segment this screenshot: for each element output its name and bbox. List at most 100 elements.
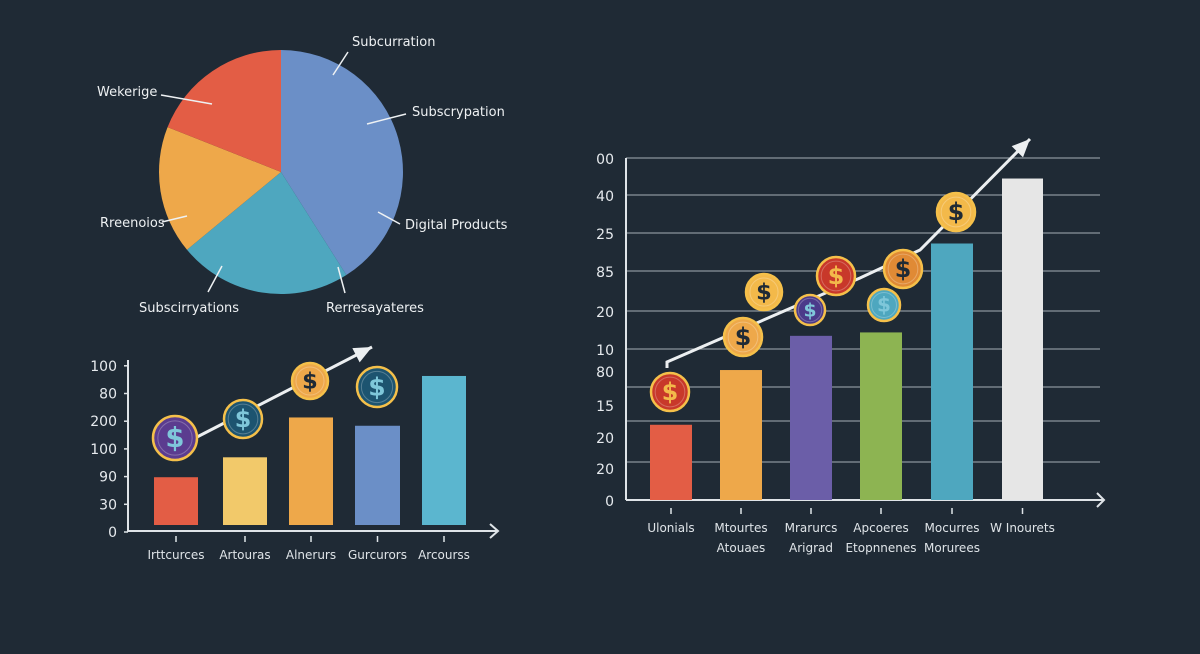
bar-right-3 [860,332,902,500]
callout-line-0 [332,51,349,76]
coin-rim [157,420,193,456]
x-label-left-4: Arcourss [418,548,470,562]
coin-rim [940,196,972,228]
coin-body [744,272,784,312]
pie-label-0: Subcurration [352,35,435,50]
x-label-left-0: Irttcurces [148,548,205,562]
x-label-right-2-0: Mrarurcs [785,521,838,535]
dollar-icon: $ [662,378,679,406]
dollar-icon: $ [735,323,752,351]
coin-body [151,414,199,462]
x-label-right-4-1: Morurees [924,541,980,555]
y-tick-right-10: 00 [596,152,614,168]
bar-right-5 [1002,178,1043,500]
coin-body [815,255,857,297]
x-label-left-3: Gurcurors [348,548,407,562]
pie-label-2: Digital Products [405,218,508,233]
pie-label-4: Subscirryations [139,301,239,316]
y-tick-right-9: 40 [596,189,614,205]
coin-rim [749,277,779,307]
x-label-right-3-1: Etopnnenes [845,541,916,555]
coin-body [222,398,264,440]
dollar-icon: $ [828,262,845,290]
pie-slice-2 [159,127,281,250]
trend-line [196,345,373,439]
pie-slice-3 [167,50,281,172]
callout-line-2 [377,211,401,225]
bar-right-2 [790,335,832,500]
y-tick-left-1: 30 [99,497,117,513]
callout-line-5 [161,215,188,223]
y-tick-left-0: 0 [108,525,117,541]
bar-left-2 [289,417,333,525]
trend-arrow-left [196,345,373,439]
x-label-left-2: Alnerurs [286,548,336,562]
dollar-icon: $ [165,422,184,454]
trend-line [665,137,1032,368]
coin-right-6: $ [882,248,924,290]
x-label-right-4-0: Mocurres [925,521,980,535]
coin-right-5: $ [866,287,902,323]
coin-right-7: $ [935,191,977,233]
coin-rim [871,292,897,318]
y-tick-left-6: 100 [90,359,117,375]
coin-body [866,287,902,323]
pie-label-3: Rerresayateres [326,301,424,316]
y-tick-right-0: 0 [605,494,614,510]
callout-line-6 [160,94,213,105]
coin-rim [820,260,852,292]
y-tick-right-5: 10 [596,343,614,359]
coin-body [722,316,764,358]
pie-slice-1 [186,172,347,294]
pie-label-6: Wekerige [97,85,157,100]
y-tick-right-6: 20 [596,305,614,321]
coin-body [935,191,977,233]
dollar-icon: $ [368,372,385,401]
coin-left-2: $ [290,361,330,401]
y-tick-right-7: 85 [596,265,614,281]
coin-right-2: $ [744,272,784,312]
pie-label-5: Rreenoios [100,216,165,231]
bar-left-3 [355,425,400,525]
coin-left-0: $ [151,414,199,462]
coin-right-3: $ [793,293,827,327]
bar-right-1 [720,370,762,500]
coin-rim [887,253,919,285]
y-tick-right-2: 20 [596,431,614,447]
dollar-icon: $ [302,369,318,395]
y-tick-left-2: 90 [99,470,117,486]
callout-line-4 [207,265,223,293]
y-tick-left-5: 80 [99,387,117,403]
bar-left-0 [154,477,198,525]
bar-left-1 [223,457,267,525]
coin-rim [295,366,325,396]
coin-rim [360,370,394,404]
coin-rim [654,376,686,408]
pie-label-1: Subscrypation [412,105,505,120]
callout-line-3 [337,266,346,294]
x-label-left-1: Artouras [219,548,270,562]
x-axis-arrow-icon [1096,492,1106,508]
dollar-icon: $ [803,300,816,321]
bar-left-4 [422,375,466,525]
coin-left-1: $ [222,398,264,440]
coin-rim [797,297,823,323]
coin-right-4: $ [815,255,857,297]
y-tick-left-4: 200 [90,414,117,430]
coin-body [649,371,691,413]
x-label-right-5-0: W Inourets [990,521,1055,535]
x-label-right-3-0: Apcoeres [853,521,908,535]
y-tick-right-1: 20 [596,462,614,478]
x-label-right-2-1: Arigrad [789,541,833,555]
trend-arrow-right [665,137,1032,368]
x-label-right-1-0: Mtourtes [714,521,767,535]
coin-rim [727,321,759,353]
dollar-icon: $ [895,255,912,283]
y-tick-right-3: 15 [596,399,614,415]
dollar-icon: $ [756,280,772,306]
coin-rim [227,403,259,435]
arrow-head-icon [1011,139,1030,158]
coin-right-0: $ [649,371,691,413]
